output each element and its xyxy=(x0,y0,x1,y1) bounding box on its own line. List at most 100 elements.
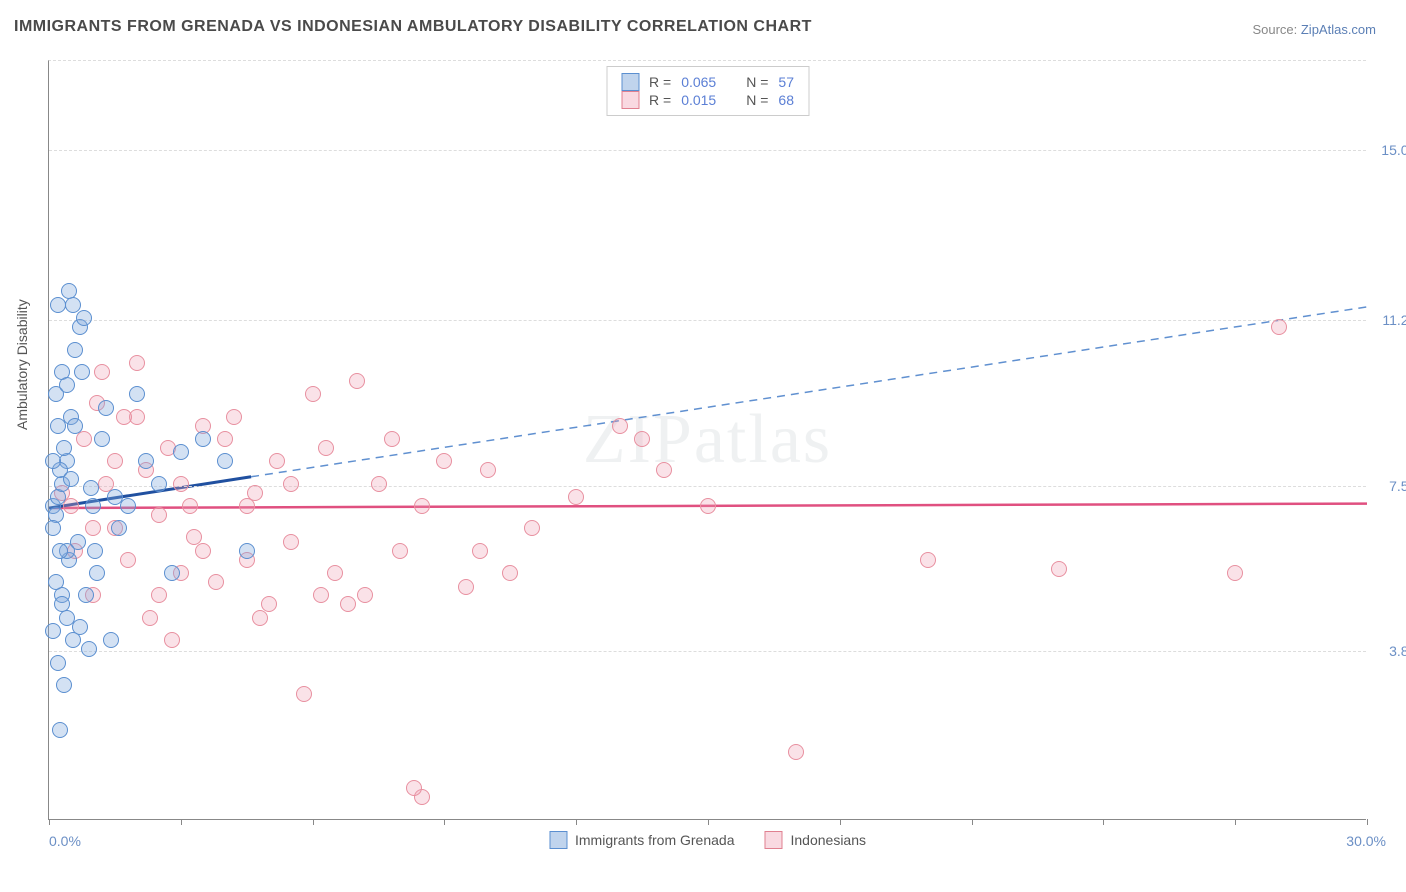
x-min-label: 0.0% xyxy=(49,833,81,849)
data-point xyxy=(252,610,268,626)
data-point xyxy=(72,619,88,635)
y-tick-label: 7.5% xyxy=(1389,478,1406,494)
data-point xyxy=(94,431,110,447)
gridline xyxy=(49,651,1366,652)
x-tick xyxy=(49,819,50,825)
y-tick-label: 15.0% xyxy=(1381,142,1406,158)
stats-row-pink: R = 0.015 N = 68 xyxy=(621,91,794,109)
data-point xyxy=(138,453,154,469)
data-point xyxy=(89,565,105,581)
swatch-blue-icon xyxy=(621,73,639,91)
swatch-blue-icon xyxy=(549,831,567,849)
data-point xyxy=(217,431,233,447)
data-point xyxy=(296,686,312,702)
data-point xyxy=(327,565,343,581)
data-point xyxy=(67,342,83,358)
data-point xyxy=(56,677,72,693)
data-point xyxy=(472,543,488,559)
data-point xyxy=(634,431,650,447)
data-point xyxy=(313,587,329,603)
data-point xyxy=(151,507,167,523)
data-point xyxy=(129,355,145,371)
data-point xyxy=(74,364,90,380)
data-point xyxy=(656,462,672,478)
series-legend: Immigrants from Grenada Indonesians xyxy=(549,831,866,849)
source-label: Source: ZipAtlas.com xyxy=(1252,22,1376,37)
x-tick xyxy=(972,819,973,825)
data-point xyxy=(56,440,72,456)
data-point xyxy=(182,498,198,514)
stats-legend: R = 0.065 N = 57 R = 0.015 N = 68 xyxy=(606,66,809,116)
x-tick xyxy=(708,819,709,825)
data-point xyxy=(50,297,66,313)
data-point xyxy=(107,453,123,469)
data-point xyxy=(700,498,716,514)
data-point xyxy=(81,641,97,657)
x-tick xyxy=(444,819,445,825)
swatch-pink-icon xyxy=(621,91,639,109)
data-point xyxy=(406,780,422,796)
data-point xyxy=(239,498,255,514)
data-point xyxy=(151,587,167,603)
data-point xyxy=(45,520,61,536)
data-point xyxy=(173,444,189,460)
data-point xyxy=(129,386,145,402)
data-point xyxy=(195,431,211,447)
data-point xyxy=(283,534,299,550)
data-point xyxy=(45,453,61,469)
data-point xyxy=(208,574,224,590)
trend-lines xyxy=(49,61,1366,819)
data-point xyxy=(524,520,540,536)
data-point xyxy=(247,485,263,501)
data-point xyxy=(1227,565,1243,581)
data-point xyxy=(85,498,101,514)
data-point xyxy=(67,418,83,434)
gridline xyxy=(49,320,1366,321)
data-point xyxy=(612,418,628,434)
x-tick xyxy=(313,819,314,825)
data-point xyxy=(384,431,400,447)
x-tick xyxy=(1235,819,1236,825)
data-point xyxy=(76,310,92,326)
data-point xyxy=(458,579,474,595)
data-point xyxy=(116,409,132,425)
x-max-label: 30.0% xyxy=(1346,833,1386,849)
data-point xyxy=(54,596,70,612)
data-point xyxy=(349,373,365,389)
data-point xyxy=(48,574,64,590)
x-tick xyxy=(576,819,577,825)
data-point xyxy=(392,543,408,559)
data-point xyxy=(94,364,110,380)
data-point xyxy=(239,543,255,559)
data-point xyxy=(1271,319,1287,335)
data-point xyxy=(98,400,114,416)
data-point xyxy=(50,418,66,434)
data-point xyxy=(436,453,452,469)
chart-title: IMMIGRANTS FROM GRENADA VS INDONESIAN AM… xyxy=(14,18,812,36)
y-tick-label: 11.2% xyxy=(1382,312,1406,328)
x-tick xyxy=(1367,819,1368,825)
source-link[interactable]: ZipAtlas.com xyxy=(1301,22,1376,37)
data-point xyxy=(920,552,936,568)
data-point xyxy=(83,480,99,496)
legend-item-pink: Indonesians xyxy=(764,831,866,849)
data-point xyxy=(502,565,518,581)
data-point xyxy=(63,498,79,514)
data-point xyxy=(318,440,334,456)
data-point xyxy=(59,377,75,393)
data-point xyxy=(1051,561,1067,577)
x-tick xyxy=(1103,819,1104,825)
data-point xyxy=(45,623,61,639)
chart-plot-area: ZIPatlas R = 0.065 N = 57 R = 0.015 N = … xyxy=(48,60,1366,820)
data-point xyxy=(63,471,79,487)
data-point xyxy=(151,476,167,492)
gridline xyxy=(49,150,1366,151)
data-point xyxy=(788,744,804,760)
data-point xyxy=(173,476,189,492)
gridline xyxy=(49,486,1366,487)
data-point xyxy=(52,722,68,738)
data-point xyxy=(120,552,136,568)
data-point xyxy=(414,498,430,514)
data-point xyxy=(269,453,285,469)
data-point xyxy=(217,453,233,469)
